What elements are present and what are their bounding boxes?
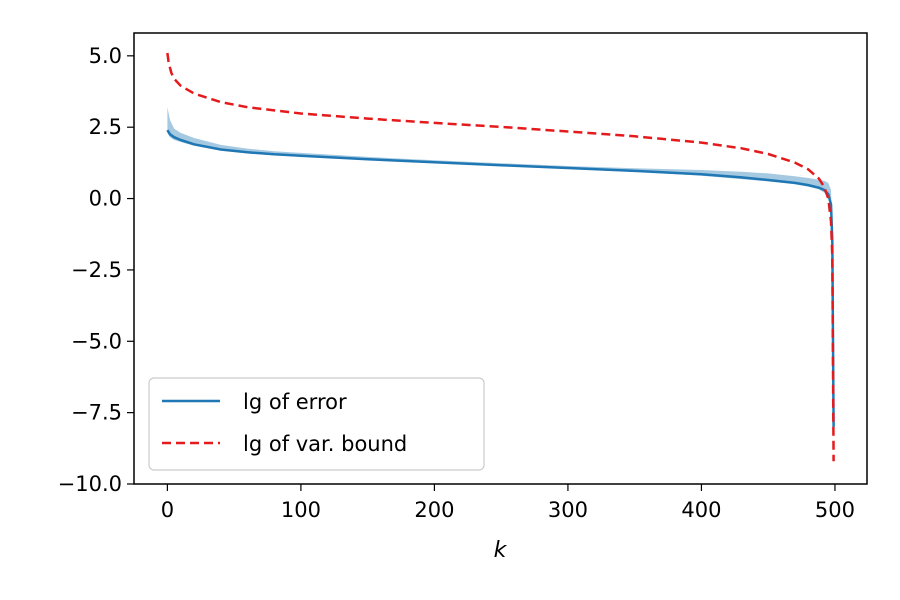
x-tick-label: 200 bbox=[414, 498, 454, 522]
y-tick-label: 5.0 bbox=[89, 44, 122, 68]
x-tick-label: 400 bbox=[681, 498, 721, 522]
legend-box bbox=[148, 377, 485, 471]
x-tick-label: 500 bbox=[815, 498, 855, 522]
x-axis-ticks: 0 100 200 300 400 500 bbox=[161, 484, 855, 522]
y-axis-ticks: 5.0 2.5 0.0 −2.5 −5.0 −7.5 −10.0 bbox=[58, 44, 134, 496]
legend: lg of error lg of var. bound bbox=[148, 377, 485, 471]
y-tick-label: −5.0 bbox=[71, 329, 122, 353]
y-tick-label: −10.0 bbox=[58, 472, 122, 496]
series-layer bbox=[166, 52, 835, 462]
x-axis-title: k bbox=[494, 538, 508, 563]
legend-label-bound: lg of var. bound bbox=[243, 432, 407, 456]
x-tick-label: 300 bbox=[548, 498, 588, 522]
series-line-bound bbox=[166, 52, 835, 462]
legend-label-error: lg of error bbox=[243, 390, 347, 414]
x-tick-label: 100 bbox=[281, 498, 321, 522]
plot-frame bbox=[133, 32, 868, 485]
x-tick-label: 0 bbox=[161, 498, 174, 522]
y-tick-label: −2.5 bbox=[71, 258, 122, 282]
y-tick-label: −7.5 bbox=[71, 401, 122, 425]
y-tick-label: 0.0 bbox=[89, 187, 122, 211]
y-tick-label: 2.5 bbox=[89, 115, 122, 139]
